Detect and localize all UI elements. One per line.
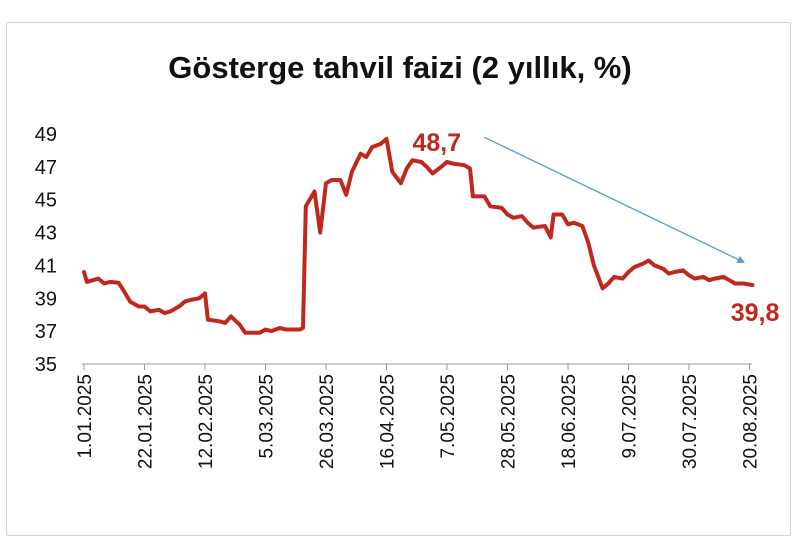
y-tick-label: 43 [35,223,57,245]
y-tick-label: 35 [35,354,57,376]
x-tick-label: 5.03.2025 [257,374,278,459]
x-tick-label: 1.01.2025 [75,374,96,459]
x-tick-label: 22.01.2025 [136,374,157,469]
y-tick-label: 49 [35,124,57,146]
last-data-label: 39,8 [731,299,780,327]
y-tick-label: 45 [35,190,57,212]
series-line [82,136,755,335]
x-axis: 1.01.2025 22.01.2025 12.02.2025 5.03.2025 26… [75,363,762,469]
x-tick-label: 30.07.2025 [680,374,701,469]
chart-title: Gösterge tahvil faizi (2 yıllık, %) [168,50,632,85]
y-tick-label: 39 [35,288,57,310]
plot-area: 48,7 39,8 [82,129,780,335]
x-tick-label: 20.08.2025 [741,374,762,469]
x-tick-label: 12.02.2025 [196,374,217,469]
x-tick-label: 7.05.2025 [438,374,459,459]
y-tick-label: 37 [35,321,57,343]
y-axis: 49 47 45 43 41 39 37 35 [35,124,57,376]
y-tick-label: 41 [35,255,57,277]
trend-arrow [484,136,746,263]
x-tick-label: 26.03.2025 [317,374,338,469]
x-tick-label: 16.04.2025 [378,374,399,469]
x-tick-label: 18.06.2025 [559,374,580,469]
peak-data-label: 48,7 [413,129,462,157]
chart-frame [6,22,791,536]
x-tick-label: 9.07.2025 [620,374,641,459]
y-tick-label: 47 [35,157,57,179]
x-tick-label: 28.05.2025 [499,374,520,469]
